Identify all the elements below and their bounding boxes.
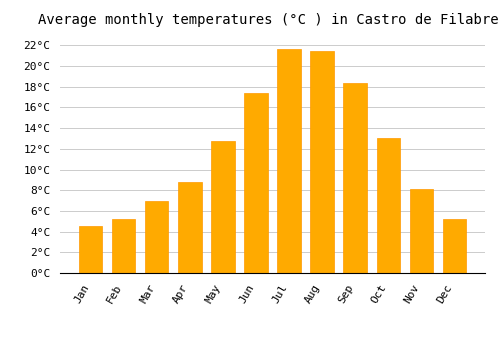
- Bar: [442, 219, 466, 273]
- Bar: [310, 50, 334, 273]
- Bar: [344, 83, 366, 273]
- Bar: [178, 182, 202, 273]
- Bar: [112, 219, 136, 273]
- Title: Average monthly temperatures (°C ) in Castro de Filabres: Average monthly temperatures (°C ) in Ca…: [38, 13, 500, 27]
- Bar: [410, 189, 432, 273]
- Bar: [146, 201, 169, 273]
- Bar: [80, 226, 102, 273]
- Bar: [244, 93, 268, 273]
- Bar: [376, 139, 400, 273]
- Bar: [278, 49, 300, 273]
- Bar: [212, 141, 234, 273]
